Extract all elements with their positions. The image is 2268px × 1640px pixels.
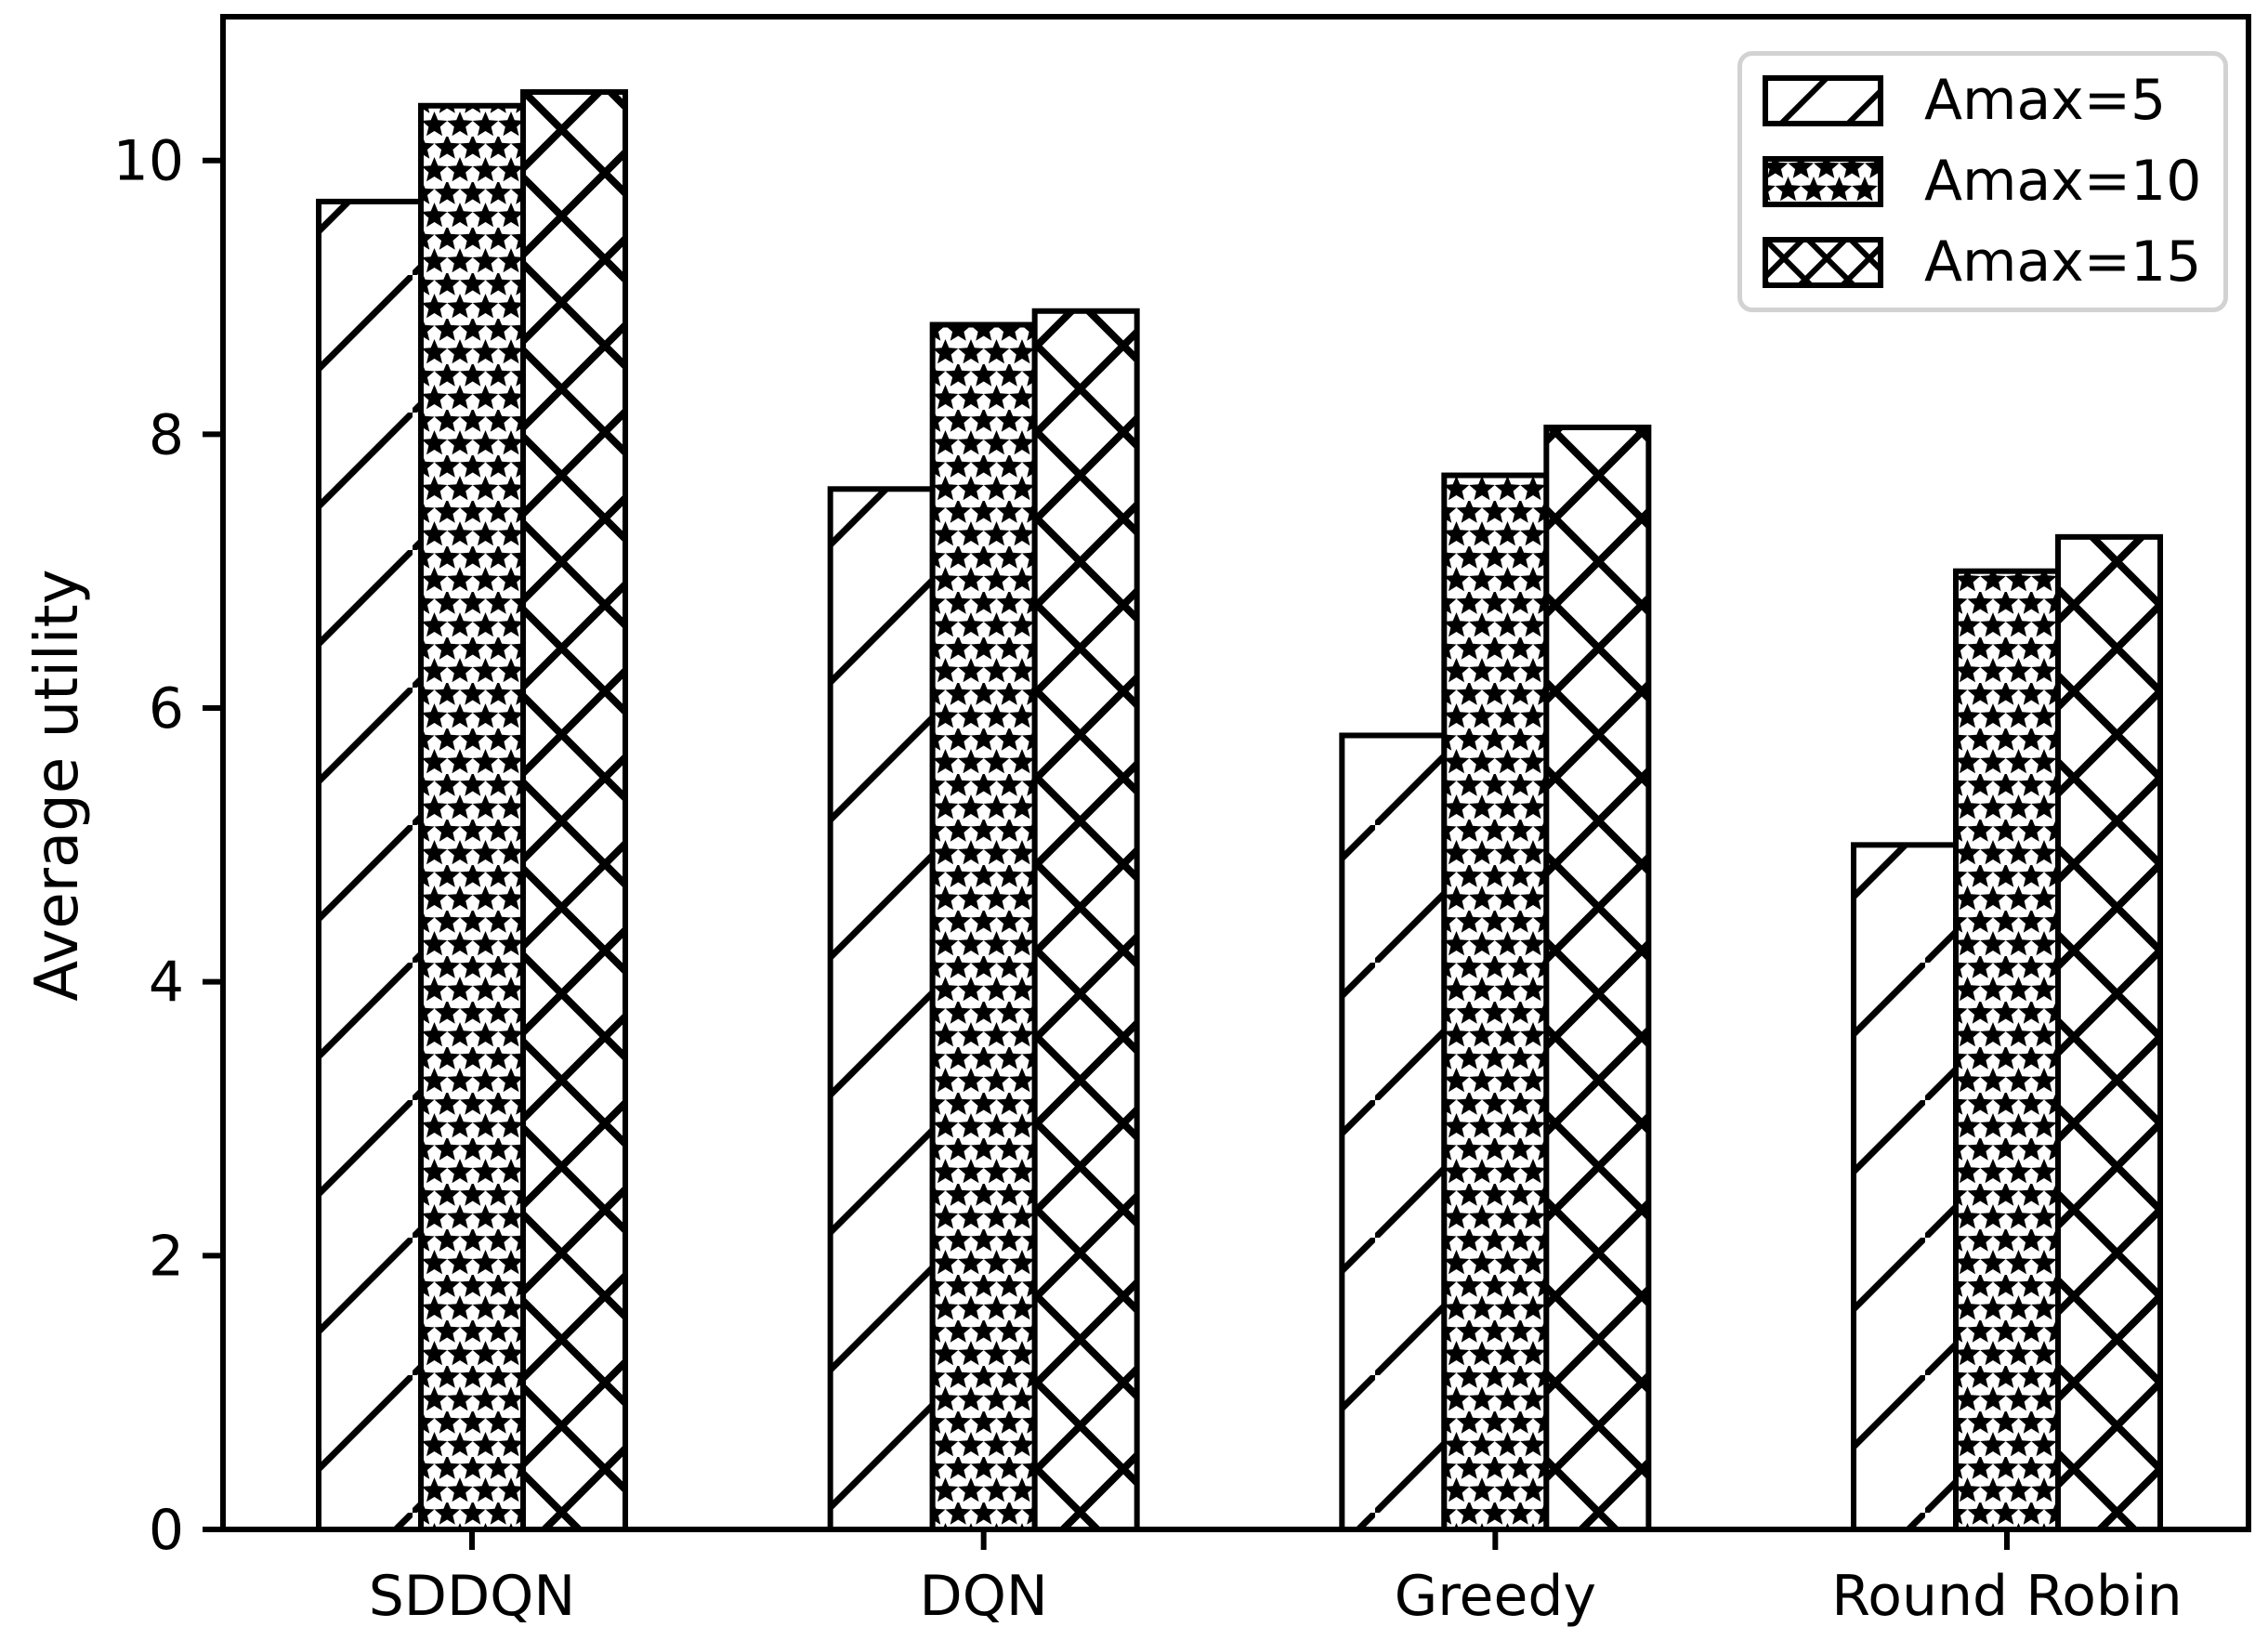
bar-sddqn-amax-15 [520, 89, 628, 1533]
y-tick-label: 2 [149, 1224, 184, 1289]
y-tick-label: 10 [113, 129, 184, 194]
legend-label: Amax=5 [1924, 68, 2167, 133]
legend-item-amax-10: Amax=10 [1763, 149, 2223, 214]
legend-swatch-cross-hatch-icon [1763, 237, 1883, 288]
x-tick-label-round-robin: Round Robin [1831, 1564, 2182, 1629]
legend-swatch-diagonal-hatch-icon [1763, 75, 1883, 126]
legend-item-amax-15: Amax=15 [1763, 230, 2223, 295]
y-tick-label: 0 [149, 1498, 184, 1563]
legend: Amax=5 Amax=10 Amax=15 [1737, 51, 2228, 312]
bar-sddqn-amax-10 [418, 102, 526, 1533]
bar-greedy-amax-15 [1543, 424, 1652, 1532]
y-tick-label: 8 [149, 402, 184, 467]
legend-label: Amax=15 [1924, 230, 2202, 295]
bar-greedy-amax-5 [1339, 732, 1448, 1532]
legend-label: Amax=10 [1924, 149, 2202, 214]
bar-dqn-amax-5 [827, 486, 936, 1533]
y-axis-label: Average utility [23, 569, 92, 1002]
bar-round-robin-amax-10 [1953, 568, 2062, 1533]
y-tick-label: 4 [149, 951, 184, 1016]
plot-spines [220, 14, 2251, 1532]
x-tick-label-sddqn: SDDQN [369, 1564, 576, 1629]
bar-dqn-amax-15 [1031, 308, 1140, 1533]
x-tick-label-dqn: DQN [920, 1564, 1048, 1629]
legend-item-amax-5: Amax=5 [1763, 68, 2223, 133]
y-tick-label: 6 [149, 676, 184, 741]
legend-swatch-star-hatch-icon [1763, 156, 1883, 207]
bar-round-robin-amax-5 [1851, 842, 1960, 1532]
bar-greedy-amax-10 [1441, 472, 1550, 1533]
bar-sddqn-amax-5 [316, 198, 424, 1533]
bar-round-robin-amax-15 [2055, 533, 2164, 1532]
bar-dqn-amax-10 [929, 321, 1038, 1533]
x-tick-label-greedy: Greedy [1395, 1564, 1596, 1629]
